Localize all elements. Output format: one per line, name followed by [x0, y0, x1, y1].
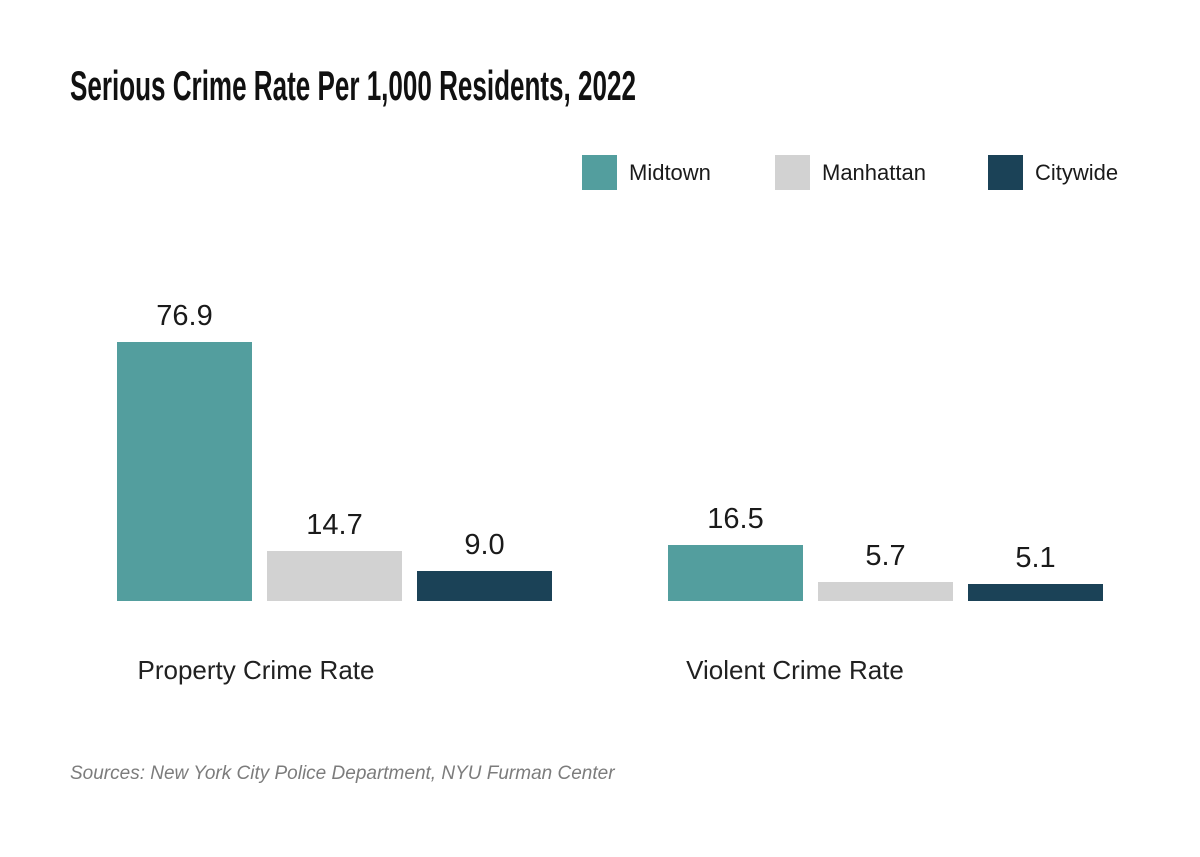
value-label-midtown-group1: 16.5: [707, 503, 764, 536]
bar-slot-manhattan-group0: 14.7: [267, 509, 402, 601]
value-label-manhattan-group0: 14.7: [306, 509, 363, 542]
bar-midtown-group0: [117, 342, 252, 601]
bar-manhattan-group0: [267, 551, 402, 601]
legend-label-manhattan: Manhattan: [822, 159, 926, 185]
value-label-citywide-group1: 5.1: [1015, 542, 1056, 575]
bar-midtown-group1: [668, 545, 803, 601]
bar-manhattan-group1: [818, 582, 953, 601]
value-label-midtown-group0: 76.9: [156, 300, 213, 333]
bar-citywide-group1: [968, 584, 1103, 601]
legend-item-citywide: Citywide: [988, 155, 1118, 190]
bar-slot-midtown-group0: 76.9: [117, 300, 252, 601]
category-label-property-crime-rate: Property Crime Rate: [137, 655, 375, 685]
bar-slot-citywide-group1: 5.1: [968, 542, 1103, 601]
legend-label-citywide: Citywide: [1035, 159, 1119, 185]
category-label-violent-crime-rate: Violent Crime Rate: [686, 655, 904, 685]
legend-label-midtown: Midtown: [629, 159, 711, 185]
bar-citywide-group0: [417, 571, 552, 601]
bar-slot-manhattan-group1: 5.7: [818, 540, 953, 601]
bar-slot-citywide-group0: 9.0: [417, 529, 552, 601]
value-label-citywide-group0: 9.0: [464, 529, 505, 562]
value-label-manhattan-group1: 5.7: [865, 540, 906, 573]
legend-swatch-manhattan: [775, 155, 810, 190]
legend-item-midtown: Midtown: [582, 155, 711, 190]
source-note: Sources: New York City Police Department…: [70, 763, 615, 784]
bar-slot-midtown-group1: 16.5: [668, 503, 803, 601]
legend-swatch-citywide: [988, 155, 1023, 190]
legend-item-manhattan: Manhattan: [775, 155, 926, 190]
chart-title: Serious Crime Rate Per 1,000 Residents, …: [70, 62, 636, 109]
legend-swatch-midtown: [582, 155, 617, 190]
